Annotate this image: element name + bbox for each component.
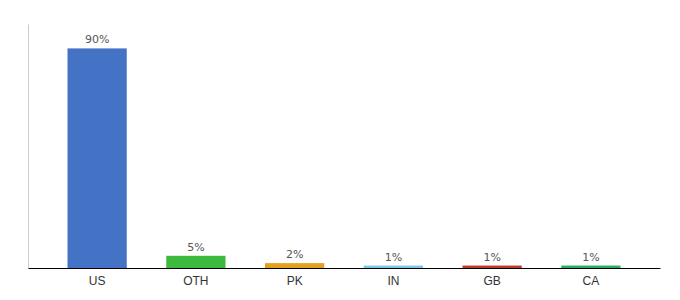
data-label: 90% bbox=[85, 33, 109, 46]
data-label: 5% bbox=[187, 241, 204, 254]
data-label: 1% bbox=[385, 251, 402, 264]
x-tick-label: US bbox=[89, 274, 106, 288]
x-tick-label: OTH bbox=[183, 274, 208, 288]
x-axis: US OTH PK IN GB CA bbox=[29, 269, 661, 288]
x-tick: IN bbox=[387, 274, 399, 288]
data-label: 1% bbox=[483, 251, 500, 264]
data-label: 1% bbox=[582, 251, 599, 264]
chart: US OTH PK IN GB CA 90% 5% 2% 1% 1% 1% bbox=[0, 0, 680, 300]
bar bbox=[561, 266, 620, 268]
bar bbox=[166, 256, 225, 268]
x-tick-label: PK bbox=[287, 274, 303, 288]
x-tick-label: GB bbox=[483, 274, 500, 288]
x-tick: GB bbox=[483, 274, 500, 288]
data-label: 2% bbox=[286, 248, 303, 261]
x-tick: PK bbox=[287, 274, 303, 288]
bar bbox=[68, 48, 127, 268]
x-axis-line bbox=[29, 268, 661, 269]
data-labels: 90% 5% 2% 1% 1% 1% bbox=[85, 33, 600, 263]
bar bbox=[463, 266, 522, 268]
x-tick-label: IN bbox=[387, 274, 399, 288]
bar bbox=[364, 266, 423, 268]
bars bbox=[68, 48, 621, 268]
y-axis-line bbox=[28, 25, 29, 269]
bar bbox=[265, 263, 324, 268]
plot: US OTH PK IN GB CA 90% 5% 2% 1% 1% 1% bbox=[29, 25, 661, 288]
x-tick: CA bbox=[583, 274, 600, 288]
x-tick-label: CA bbox=[583, 274, 600, 288]
y-axis bbox=[28, 25, 29, 269]
x-tick: US bbox=[89, 274, 106, 288]
x-tick: OTH bbox=[183, 274, 208, 288]
